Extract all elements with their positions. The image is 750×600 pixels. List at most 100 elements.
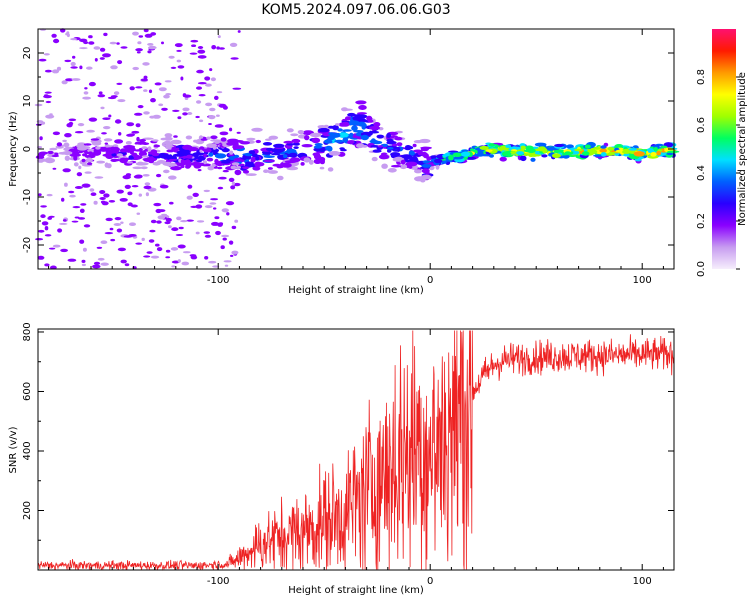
spectrogram-cell xyxy=(408,165,413,169)
spectrogram-noise-cell xyxy=(157,209,166,213)
spectrogram-noise-cell xyxy=(88,35,93,39)
spectrogram-noise-cell xyxy=(156,173,162,178)
spectrogram-noise-cell xyxy=(189,254,197,257)
spectrogram-noise-cell xyxy=(113,223,122,226)
spectrogram-cell xyxy=(156,160,166,164)
spectrogram-noise-cell xyxy=(165,217,172,222)
spectrogram-cell xyxy=(263,170,271,173)
snr-xlabel: Height of straight line (km) xyxy=(288,585,424,596)
spectrogram-xlabel: Height of straight line (km) xyxy=(288,285,424,296)
spectrogram-noise-cell xyxy=(203,153,207,158)
spectrogram-cell xyxy=(370,145,380,148)
spectrogram-cell xyxy=(526,148,536,154)
snr-y-tick-label: 800 xyxy=(22,322,33,341)
spectrogram-noise-cell xyxy=(88,151,93,155)
spectrogram-cell xyxy=(422,164,432,168)
spectrogram-noise-cell xyxy=(103,193,110,198)
spectrogram-noise-cell xyxy=(34,103,43,107)
spectrogram-cell xyxy=(346,140,355,145)
spectrogram-cell xyxy=(313,145,323,149)
spectrogram-noise-cell xyxy=(164,80,172,83)
spectrogram-noise-cell xyxy=(78,165,82,170)
spectrogram-noise-cell xyxy=(140,78,148,82)
spectrogram-cell xyxy=(245,173,257,177)
spectrogram-cell xyxy=(303,157,311,163)
spectrogram-noise-cell xyxy=(82,247,87,252)
spectrogram-cell xyxy=(441,160,447,164)
spectrogram-cell xyxy=(581,151,590,156)
snr-y-tick-label: 200 xyxy=(22,501,33,520)
snr-y-tick-label: 600 xyxy=(22,382,33,401)
spectrogram-cell xyxy=(584,144,591,149)
spectrogram-cell xyxy=(422,160,430,164)
spectrogram-cell xyxy=(277,175,284,181)
spectrogram-noise-cell xyxy=(72,206,81,209)
spectrogram-cell xyxy=(337,132,349,138)
spectrogram-noise-cell xyxy=(230,185,236,190)
spectrogram-noise-cell xyxy=(84,87,88,90)
spectrogram-noise-cell xyxy=(148,45,157,50)
spectrogram-noise-cell xyxy=(176,59,181,63)
spectrogram-noise-cell xyxy=(214,216,220,220)
spectrogram-cell xyxy=(148,159,154,164)
spectrogram-noise-cell xyxy=(118,132,122,136)
spectrogram-noise-cell xyxy=(64,133,72,138)
spectrogram-cell xyxy=(147,146,152,152)
spectrogram-noise-cell xyxy=(52,167,57,170)
spectrogram-noise-cell xyxy=(165,93,172,96)
spectrogram-cell xyxy=(426,156,432,161)
spectrogram-noise-cell xyxy=(192,192,199,197)
spectrogram-noise-cell xyxy=(147,50,152,54)
spectrogram-cell xyxy=(368,130,373,136)
spectrogram-noise-cell xyxy=(143,185,152,190)
spectrogram-noise-cell xyxy=(170,158,178,161)
spectrogram-noise-cell xyxy=(40,205,47,208)
spectrogram-noise-cell xyxy=(136,212,141,215)
spectrogram-noise-cell xyxy=(173,135,178,138)
spectrogram-noise-cell xyxy=(177,244,186,249)
spectrogram-noise-cell xyxy=(174,43,183,48)
spectrogram-noise-cell xyxy=(161,41,164,45)
spectrogram-noise-cell xyxy=(110,238,116,242)
spectrogram-cell xyxy=(84,154,96,159)
spectrogram-cell xyxy=(125,141,132,145)
spectrogram-cell xyxy=(214,158,219,164)
spectrogram-cell xyxy=(401,154,413,159)
spectrogram-noise-cell xyxy=(100,240,108,244)
spectrogram-cell xyxy=(341,121,350,127)
spectrogram-cell xyxy=(485,149,493,152)
spectrogram-noise-cell xyxy=(43,53,50,56)
spectrogram-noise-cell xyxy=(229,127,233,132)
spectrogram-cell xyxy=(314,143,323,147)
spectrogram-noise-cell xyxy=(193,147,198,151)
spectrogram-noise-cell xyxy=(124,184,131,189)
spectrogram-cell xyxy=(301,144,313,148)
spectrogram-noise-cell xyxy=(81,183,91,188)
spectrogram-noise-cell xyxy=(177,259,181,263)
spectrogram-cell xyxy=(554,143,565,148)
spectrogram-noise-cell xyxy=(221,234,230,238)
spectrogram-noise-cell xyxy=(197,82,207,85)
spectrogram-noise-cell xyxy=(76,172,83,177)
spectrogram-noise-cell xyxy=(222,169,229,173)
spectrogram-cell xyxy=(371,156,378,162)
spectrogram-noise-cell xyxy=(71,220,79,223)
spectrogram-noise-cell xyxy=(132,66,139,71)
spectrogram-noise-cell xyxy=(90,138,100,141)
spectrogram-noise-cell xyxy=(104,142,109,145)
spectrogram-noise-cell xyxy=(219,131,229,136)
spectrogram-noise-cell xyxy=(209,202,217,205)
spectrogram-noise-cell xyxy=(182,107,190,112)
spectrogram-cell xyxy=(660,145,668,148)
spectrogram-noise-cell xyxy=(117,99,126,103)
spectrogram-noise-cell xyxy=(204,205,213,209)
spectrogram-noise-cell xyxy=(44,94,49,97)
spectrogram-noise-cell xyxy=(150,98,156,103)
spectrogram-cell xyxy=(304,135,310,141)
spectrogram-noise-cell xyxy=(64,59,72,63)
spectrogram-cell xyxy=(608,147,615,151)
spectrogram-noise-cell xyxy=(218,103,227,108)
spectrogram-cell xyxy=(210,139,222,142)
spectrogram-cell xyxy=(396,142,403,147)
spectrogram-noise-cell xyxy=(114,139,124,144)
